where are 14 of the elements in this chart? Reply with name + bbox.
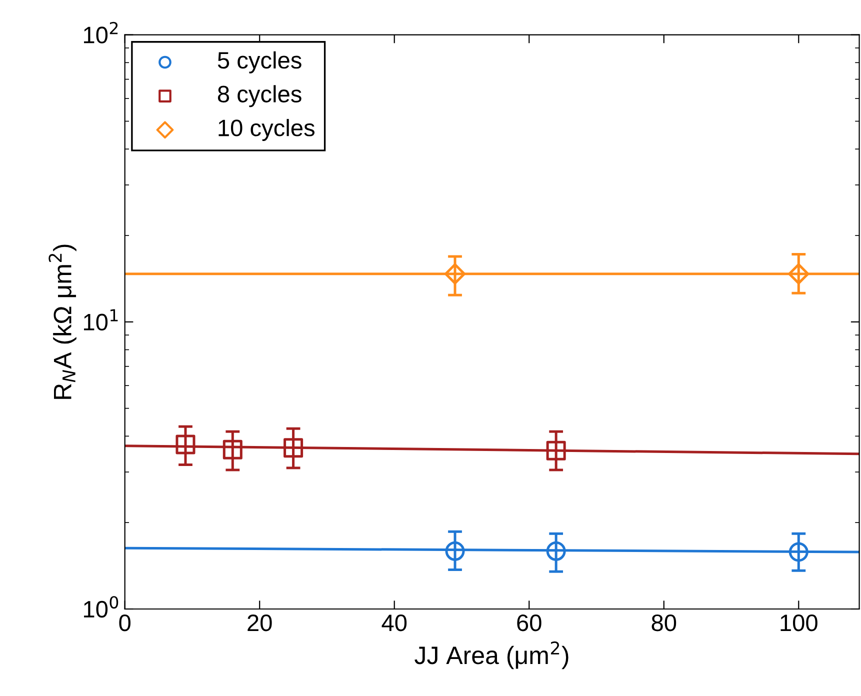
x-tick-label: 80 <box>652 614 676 632</box>
x-tick-label: 40 <box>382 614 407 632</box>
legend-label: 8 cycles <box>218 85 302 108</box>
y-tick-label: 10$^{2}$ <box>84 22 118 44</box>
y-axis-title: R$_{N}$A (kΩ μm$^{2}$) <box>48 244 76 399</box>
legend-label: 10 cycles <box>218 118 314 141</box>
y-tick-label: 10$^{0}$ <box>84 596 118 618</box>
x-tick-label: 20 <box>248 614 272 632</box>
x-tick-label: 100 <box>780 614 818 632</box>
legend-label: 5 cycles <box>218 51 302 74</box>
x-tick-label: 0 <box>119 614 130 632</box>
x-axis-title: JJ Area (μm$^{2}$) <box>414 641 568 670</box>
x-tick-label: 60 <box>517 614 542 632</box>
y-tick-label: 10$^{1}$ <box>84 309 118 331</box>
